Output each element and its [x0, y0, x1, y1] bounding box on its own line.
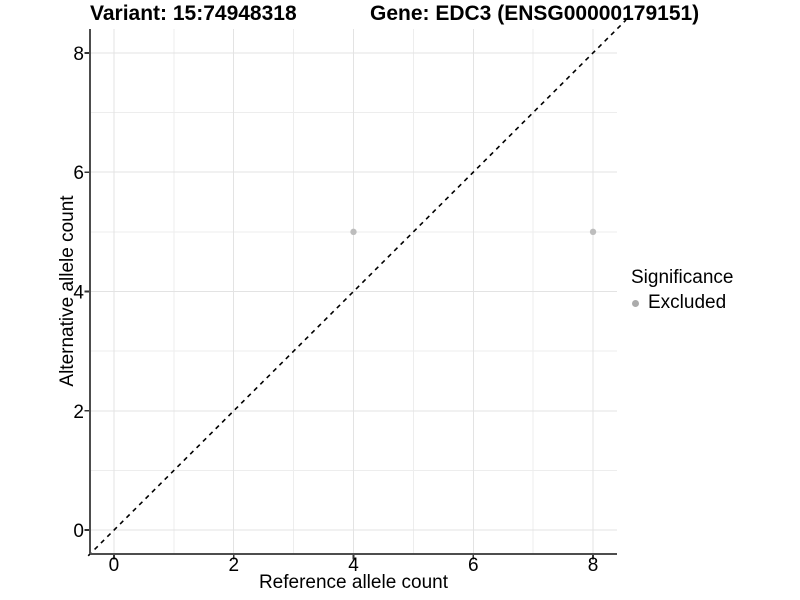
x-tick-label: 4 [348, 555, 359, 576]
data-point [589, 228, 597, 236]
y-tick-label: 0 [73, 521, 84, 542]
y-axis-title: Alternative allele count [57, 195, 78, 387]
legend-title: Significance [631, 267, 734, 288]
x-tick-label: 8 [588, 555, 599, 576]
plot-title-gene: Gene: EDC3 (ENSG00000179151) [370, 2, 700, 25]
legend-point-icon [632, 299, 639, 307]
x-tick-label: 2 [228, 555, 239, 576]
plot-title-variant: Variant: 15:74948318 [90, 2, 297, 25]
x-tick-label: 6 [468, 555, 479, 576]
identity-line [87, 19, 627, 557]
y-tick-label: 8 [73, 44, 84, 65]
data-point [350, 228, 357, 236]
x-axis-title: Reference allele count [258, 572, 449, 593]
y-tick-label: 4 [73, 283, 84, 304]
legend: Significance Excluded [631, 267, 733, 314]
legend-item-label: Excluded [648, 292, 727, 313]
x-tick-label: 0 [109, 555, 120, 576]
legend-item-excluded: Excluded [631, 292, 733, 314]
y-tick-label: 2 [73, 402, 84, 423]
y-tick-label: 6 [73, 163, 84, 184]
